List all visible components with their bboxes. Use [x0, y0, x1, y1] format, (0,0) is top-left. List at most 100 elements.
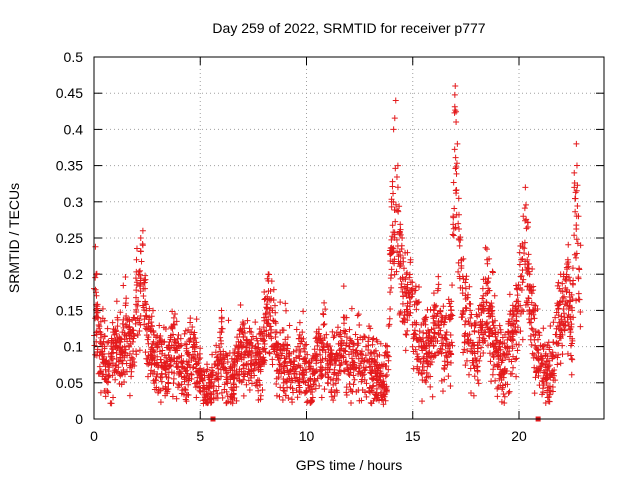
data-point: [214, 395, 221, 402]
data-point: [219, 355, 226, 362]
data-point: [324, 374, 331, 381]
data-point: [382, 373, 389, 380]
chart-title: Day 259 of 2022, SRMTID for receiver p77…: [212, 20, 485, 36]
data-point: [318, 374, 325, 381]
data-point: [526, 316, 533, 323]
data-point: [489, 340, 496, 347]
data-point: [231, 371, 238, 378]
data-point: [561, 314, 568, 321]
data-point: [236, 378, 243, 385]
data-point: [520, 308, 527, 315]
data-point: [243, 381, 250, 388]
data-point: [411, 334, 418, 341]
data-point: [350, 340, 357, 347]
data-point: [484, 256, 491, 263]
data-point: [241, 325, 248, 332]
data-point: [489, 318, 496, 325]
data-point: [256, 360, 263, 367]
data-point: [407, 256, 414, 263]
data-point: [483, 280, 490, 287]
data-point: [401, 289, 408, 296]
data-point: [191, 380, 198, 387]
data-point: [388, 284, 395, 291]
data-point: [441, 358, 448, 365]
data-point: [137, 235, 144, 241]
data-point: [464, 337, 471, 344]
data-point: [318, 394, 325, 401]
data-point: [404, 269, 411, 276]
data-point: [137, 321, 144, 328]
data-point: [160, 324, 167, 331]
data-point: [246, 339, 253, 346]
data-point: [188, 357, 195, 364]
data-point: [119, 350, 126, 357]
data-point: [522, 184, 529, 191]
data-point: [482, 244, 489, 251]
data-point: [570, 277, 577, 284]
data-point: [403, 271, 410, 278]
data-point: [140, 293, 147, 300]
data-point: [103, 371, 110, 378]
data-point: [528, 299, 535, 306]
x-tick-label: 20: [511, 428, 527, 444]
data-point: [163, 344, 170, 351]
data-point: [93, 309, 100, 316]
data-point: [554, 361, 561, 368]
data-point: [349, 359, 356, 366]
data-point: [158, 341, 165, 348]
data-point: [121, 354, 128, 361]
data-point: [427, 383, 434, 390]
data-point: [564, 350, 571, 357]
data-point: [301, 379, 308, 386]
data-point: [125, 324, 132, 331]
data-point: [270, 318, 277, 325]
data-point: [238, 368, 245, 375]
data-point: [532, 374, 539, 381]
data-point: [211, 360, 218, 367]
data-point: [398, 242, 405, 249]
data-point: [157, 374, 164, 381]
data-point: [346, 381, 353, 388]
data-point: [165, 363, 172, 370]
data-point: [550, 377, 557, 384]
data-point: [404, 327, 411, 334]
data-point: [118, 336, 125, 343]
data-point: [395, 258, 402, 265]
data-point: [394, 162, 401, 169]
data-point: [419, 377, 426, 384]
data-point: [440, 340, 447, 347]
data-point: [253, 352, 260, 359]
data-point: [449, 282, 456, 289]
data-point: [139, 242, 146, 249]
data-point: [279, 397, 286, 404]
data-point: [146, 305, 153, 312]
data-point: [544, 370, 551, 377]
data-point: [217, 334, 224, 341]
data-point: [122, 273, 129, 280]
data-point: [559, 342, 566, 349]
data-point: [158, 370, 165, 377]
data-point: [452, 224, 459, 231]
data-point: [407, 309, 414, 316]
data-point: [159, 350, 165, 357]
data-point: [341, 314, 348, 321]
data-point: [512, 304, 519, 311]
data-point: [509, 343, 516, 350]
data-point: [277, 329, 284, 336]
data-point: [228, 384, 235, 391]
data-point: [317, 368, 324, 375]
data-point: [392, 165, 399, 172]
data-point: [495, 329, 502, 336]
data-point: [459, 313, 466, 320]
data-point: [109, 319, 116, 326]
data-point: [92, 274, 99, 281]
data-point: [422, 379, 429, 386]
data-point: [328, 386, 335, 393]
data-point: [223, 376, 230, 383]
data-point: [573, 297, 580, 304]
data-point: [301, 390, 308, 397]
data-point: [477, 353, 484, 360]
x-tick-label: 15: [405, 428, 421, 444]
data-point: [326, 366, 333, 373]
data-point: [238, 328, 245, 335]
